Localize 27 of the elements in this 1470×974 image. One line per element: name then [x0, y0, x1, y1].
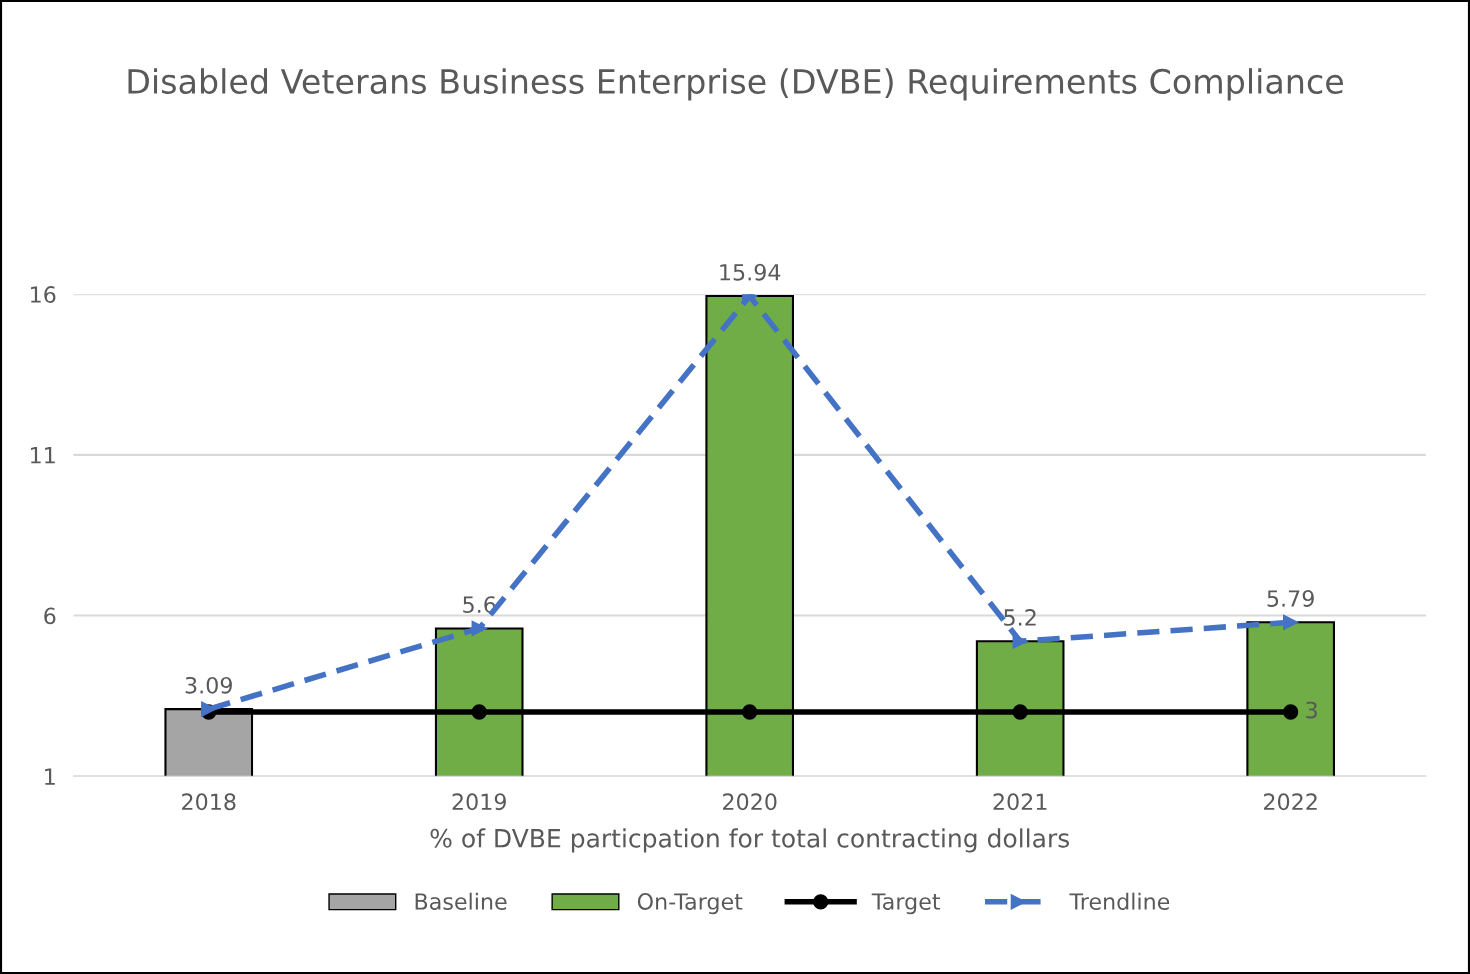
point: [1283, 614, 1299, 630]
legend-label: Target: [871, 893, 941, 915]
legend-label: Baseline: [415, 892, 507, 910]
x-tick-label: 2020: [723, 793, 777, 811]
point: [1012, 633, 1028, 649]
point: [1012, 704, 1028, 720]
data-label: 15.94: [720, 263, 781, 281]
data-label: 3.09: [185, 676, 232, 694]
y-tick-label: 11: [31, 447, 55, 464]
x-tick-label: 2022: [1264, 793, 1317, 811]
point: [742, 704, 758, 720]
legend-label: On-Target: [637, 893, 743, 915]
chart-title: Disabled Veterans Business Enterprise (DVBE) Requirements Compliance: [128, 68, 1343, 101]
data-label: 5.79: [1267, 590, 1314, 607]
legend-label: Trendline: [1069, 892, 1170, 910]
point: [471, 620, 487, 637]
x-tick-label: 2021: [993, 793, 1047, 811]
y-tick-label: 6: [44, 607, 56, 625]
point: [471, 704, 487, 720]
x-tick-label: 2018: [182, 793, 236, 811]
x-axis-title: % of DVBE particpation for total contracting dollars: [430, 828, 1070, 853]
y-tick-label: 1: [45, 768, 55, 785]
data-label: 3: [1306, 701, 1317, 719]
data-label: 5.2: [1004, 609, 1036, 626]
x-tick-label: 2019: [452, 793, 506, 811]
point: [1283, 704, 1299, 720]
y-tick-label: 16: [31, 286, 56, 303]
